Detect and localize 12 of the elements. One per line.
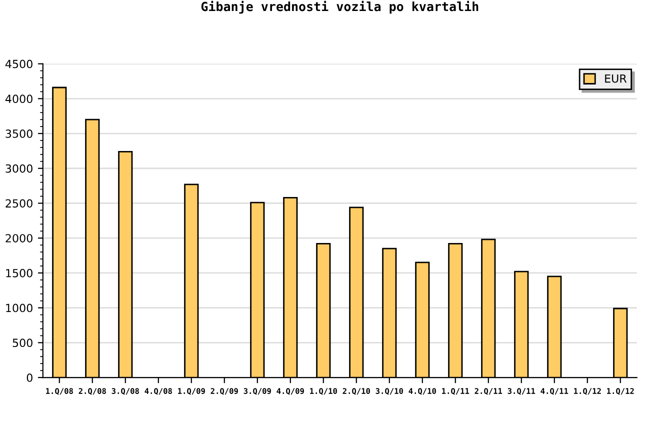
y-tick-label: 4500 <box>5 60 32 68</box>
y-tick-label: 1500 <box>6 268 32 278</box>
y-tick-label: 1000 <box>6 304 32 312</box>
y-tick-label: 3500 <box>6 129 32 138</box>
y-tick-label: 3000 <box>6 164 32 173</box>
legend-label: EUR <box>605 74 627 83</box>
y-tick-label: 4000 <box>5 94 32 104</box>
y-tick-label: 2500 <box>6 199 32 208</box>
y-tick-label: 0 <box>26 373 32 382</box>
y-tick-label: 500 <box>12 338 32 348</box>
y-tick-label: 2000 <box>6 234 32 242</box>
chart-title: Gibanje vrednosti vozila po kvartalih <box>201 0 478 14</box>
